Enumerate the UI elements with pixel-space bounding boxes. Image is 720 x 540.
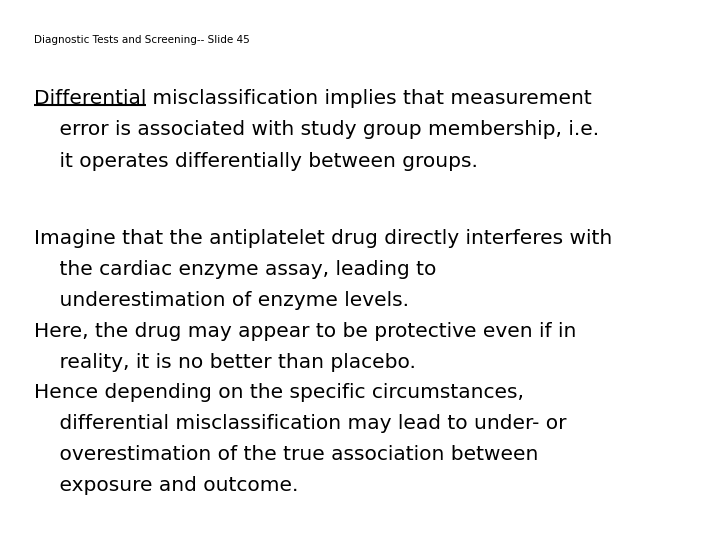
Text: Imagine that the antiplatelet drug directly interferes with: Imagine that the antiplatelet drug direc… — [34, 230, 612, 248]
Text: the cardiac enzyme assay, leading to: the cardiac enzyme assay, leading to — [34, 260, 436, 279]
Text: it operates differentially between groups.: it operates differentially between group… — [34, 152, 477, 171]
Text: differential misclassification may lead to under- or: differential misclassification may lead … — [34, 414, 567, 433]
Text: Here, the drug may appear to be protective even if in: Here, the drug may appear to be protecti… — [34, 322, 576, 341]
Text: Diagnostic Tests and Screening-- Slide 45: Diagnostic Tests and Screening-- Slide 4… — [34, 35, 250, 45]
Text: Hence depending on the specific circumstances,: Hence depending on the specific circumst… — [34, 383, 524, 402]
Text: underestimation of enzyme levels.: underestimation of enzyme levels. — [34, 291, 409, 310]
Text: error is associated with study group membership, i.e.: error is associated with study group mem… — [34, 120, 599, 139]
Text: misclassification implies that measurement: misclassification implies that measureme… — [146, 89, 592, 108]
Text: exposure and outcome.: exposure and outcome. — [34, 476, 298, 495]
Text: Differential: Differential — [34, 89, 146, 108]
Text: overestimation of the true association between: overestimation of the true association b… — [34, 445, 539, 464]
Text: reality, it is no better than placebo.: reality, it is no better than placebo. — [34, 353, 415, 372]
